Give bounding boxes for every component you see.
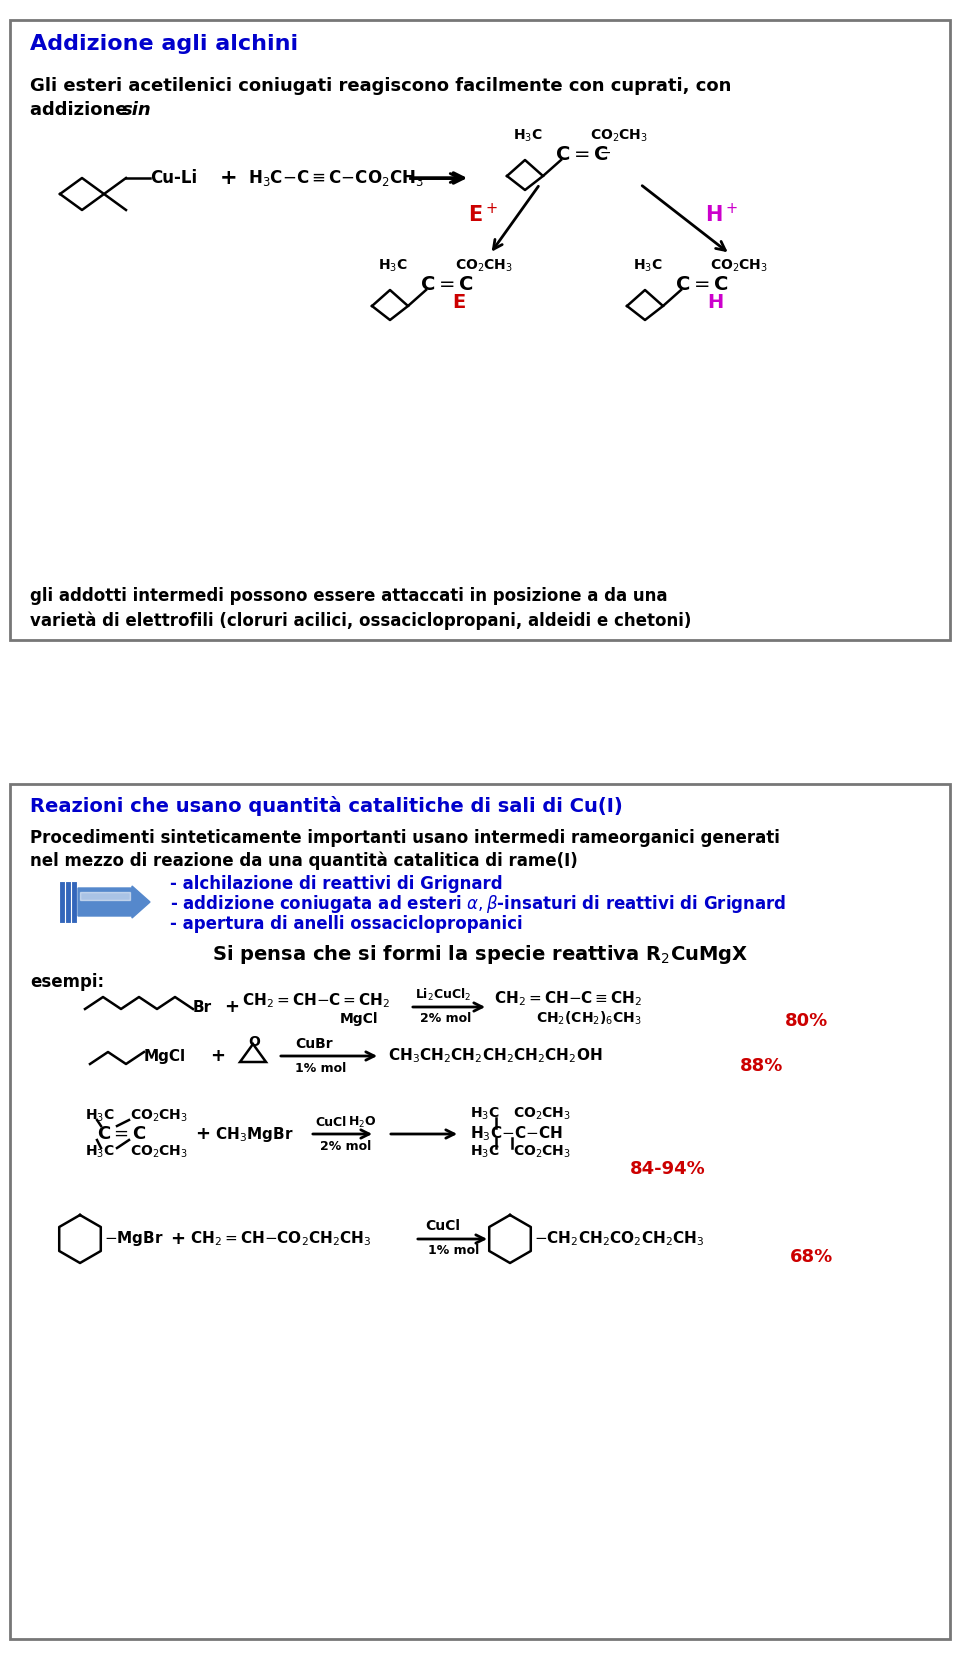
Text: H$_3$C: H$_3$C [513,127,542,144]
Text: CH$_2$$=$CH$-$C$=$CH$_2$: CH$_2$$=$CH$-$C$=$CH$_2$ [242,992,391,1011]
Text: H$_3$C$-$C$\equiv$C$-$CO$_2$CH$_3$: H$_3$C$-$C$\equiv$C$-$CO$_2$CH$_3$ [248,169,424,189]
Text: +: + [195,1125,210,1143]
FancyBboxPatch shape [10,784,950,1639]
Text: C$=$C: C$=$C [555,144,609,164]
Text: +: + [210,1047,225,1065]
Text: +: + [224,997,239,1016]
Text: CH$_2$$=$CH$-$CO$_2$CH$_2$CH$_3$: CH$_2$$=$CH$-$CO$_2$CH$_2$CH$_3$ [190,1229,372,1249]
Text: 1% mol: 1% mol [428,1244,479,1257]
Text: H$_3$C: H$_3$C [378,258,408,275]
Text: 80%: 80% [785,1012,828,1030]
Text: $^{-}$: $^{-}$ [599,149,612,167]
Text: 68%: 68% [790,1249,833,1265]
Text: sin: sin [122,101,152,119]
Text: Procedimenti sinteticamente importanti usano intermedi rameorganici generati: Procedimenti sinteticamente importanti u… [30,829,780,847]
Text: nel mezzo di reazione da una quantità catalitica di rame(I): nel mezzo di reazione da una quantità ca… [30,852,578,870]
Text: CuBr: CuBr [295,1037,332,1050]
Text: 2% mol: 2% mol [420,1012,471,1025]
Text: Li$_2$CuCl$_2$: Li$_2$CuCl$_2$ [415,987,471,1002]
Text: H$_2$O: H$_2$O [348,1115,376,1130]
Text: +: + [170,1231,185,1249]
Text: Gli esteri acetilenici coniugati reagiscono facilmente con cuprati, con: Gli esteri acetilenici coniugati reagisc… [30,78,732,94]
Text: esempi:: esempi: [30,973,104,991]
Text: H$_3$C   CO$_2$CH$_3$: H$_3$C CO$_2$CH$_3$ [470,1107,571,1121]
Text: C$=$C: C$=$C [675,275,729,293]
Text: E$^+$: E$^+$ [468,202,498,225]
Text: - alchilazione di reattivi di Grignard: - alchilazione di reattivi di Grignard [170,875,503,893]
Text: varietà di elettrofili (cloruri acilici, ossaciclopropani, aldeidi e chetoni): varietà di elettrofili (cloruri acilici,… [30,612,691,630]
Text: 2% mol: 2% mol [320,1140,372,1153]
Text: CH$_2$$=$CH$-$C$\equiv$CH$_2$: CH$_2$$=$CH$-$C$\equiv$CH$_2$ [494,989,642,1009]
Text: CO$_2$CH$_3$: CO$_2$CH$_3$ [710,258,768,275]
Text: - addizione coniugata ad esteri $\alpha,\beta$-insaturi di reattivi di Grignard: - addizione coniugata ad esteri $\alpha,… [170,893,786,915]
Text: CH$_3$MgBr: CH$_3$MgBr [215,1125,294,1143]
Text: $-$MgBr: $-$MgBr [104,1229,164,1249]
Text: H$_3$C$-$C$-$CH: H$_3$C$-$C$-$CH [470,1125,563,1143]
Text: CO$_2$CH$_3$: CO$_2$CH$_3$ [130,1145,188,1159]
Text: C$=$C: C$=$C [97,1125,146,1143]
Text: H$_3$C   CO$_2$CH$_3$: H$_3$C CO$_2$CH$_3$ [470,1145,571,1159]
Text: Addizione agli alchini: Addizione agli alchini [30,35,299,55]
Text: MgCl: MgCl [144,1049,186,1064]
Text: MgCl: MgCl [340,1012,378,1025]
Text: O: O [248,1035,260,1049]
Text: Reazioni che usano quantità catalitiche di sali di Cu(I): Reazioni che usano quantità catalitiche … [30,796,623,815]
Text: +: + [220,169,238,189]
FancyArrow shape [78,887,150,918]
Text: Cu-Li: Cu-Li [150,169,197,187]
Text: CO$_2$CH$_3$: CO$_2$CH$_3$ [130,1108,188,1125]
Text: C$=$C: C$=$C [420,275,473,293]
Text: H$_3$C: H$_3$C [85,1145,114,1159]
Text: CO$_2$CH$_3$: CO$_2$CH$_3$ [590,127,648,144]
Text: 1% mol: 1% mol [295,1062,347,1075]
Text: H$_3$C: H$_3$C [85,1108,114,1125]
Text: 84-94%: 84-94% [630,1159,706,1178]
Text: 88%: 88% [740,1057,783,1075]
Text: CO$_2$CH$_3$: CO$_2$CH$_3$ [455,258,513,275]
Text: H$_3$C: H$_3$C [633,258,662,275]
Text: H$^+$: H$^+$ [705,202,738,225]
Text: - apertura di anelli ossaciclopropanici: - apertura di anelli ossaciclopropanici [170,915,522,933]
Text: Si pensa che si formi la specie reattiva R$_2$CuMgX: Si pensa che si formi la specie reattiva… [212,943,748,966]
Text: CuCl: CuCl [315,1115,347,1128]
Text: $-$CH$_2$CH$_2$CO$_2$CH$_2$CH$_3$: $-$CH$_2$CH$_2$CO$_2$CH$_2$CH$_3$ [534,1229,705,1249]
Text: H: H [707,293,723,311]
Text: CH$_2$(CH$_2$)$_6$CH$_3$: CH$_2$(CH$_2$)$_6$CH$_3$ [536,1009,641,1027]
Text: gli addotti intermedi possono essere attaccati in posizione a da una: gli addotti intermedi possono essere att… [30,587,667,605]
FancyBboxPatch shape [10,20,950,640]
FancyArrow shape [80,892,130,900]
Text: CuCl: CuCl [425,1219,460,1232]
Text: CH$_3$CH$_2$CH$_2$CH$_2$CH$_2$CH$_2$OH: CH$_3$CH$_2$CH$_2$CH$_2$CH$_2$CH$_2$OH [388,1047,603,1065]
Text: addizione: addizione [30,101,133,119]
Text: Br: Br [193,999,212,1014]
Text: E: E [452,293,466,311]
